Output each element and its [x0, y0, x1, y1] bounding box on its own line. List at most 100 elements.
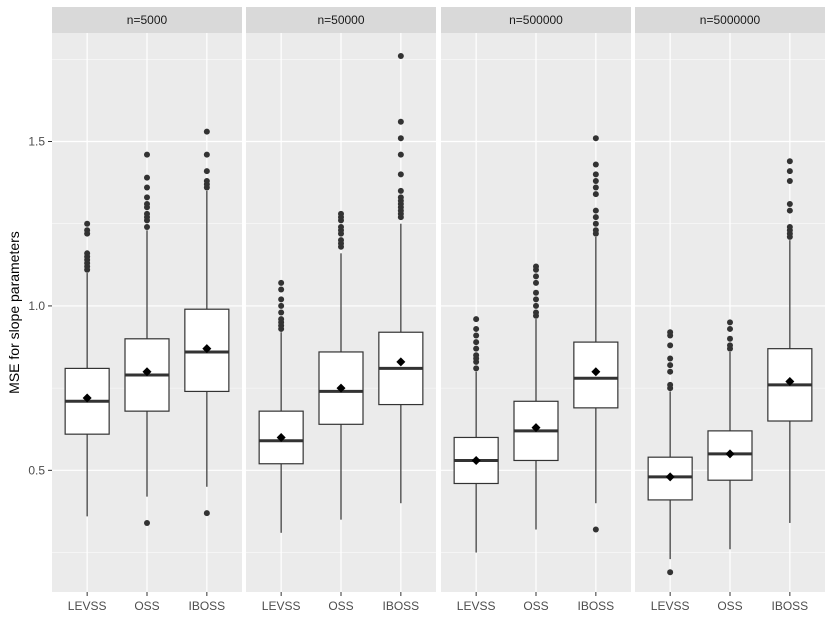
outlier-point: [667, 368, 674, 375]
facet-strip: [246, 7, 436, 33]
y-tick-label: 0.5: [28, 463, 45, 477]
outlier-point: [533, 279, 539, 286]
x-tick-label: LEVSS: [651, 599, 690, 613]
outlier-point: [144, 224, 150, 231]
mean-marker: [665, 472, 675, 482]
outlier-point: [786, 200, 793, 207]
box-oss: [513, 263, 559, 530]
outlier-point: [592, 161, 599, 168]
outlier-point: [84, 227, 91, 234]
facet-strip: [635, 7, 825, 33]
outlier-point: [397, 171, 404, 178]
outlier-point: [592, 220, 599, 227]
box-levss: [64, 220, 110, 517]
outlier-point: [473, 352, 480, 359]
outlier-point: [338, 210, 344, 217]
outlier-point: [727, 325, 733, 332]
facet-panel-2: n=50000 LEVSS OSS IBOSS: [246, 7, 436, 613]
outlier-point: [203, 151, 210, 158]
outlier-point: [592, 171, 599, 178]
mean-marker: [591, 367, 601, 377]
x-tick-label: LEVSS: [68, 599, 107, 613]
facet-strip-label: n=500000: [509, 13, 563, 27]
y-axis-title: MSE for slope parameters: [6, 231, 22, 394]
box-oss: [318, 210, 364, 520]
outlier-point: [533, 296, 539, 303]
outlier-point: [667, 381, 674, 388]
outlier-point: [786, 177, 793, 184]
outlier-point: [592, 177, 599, 184]
x-tick-label: OSS: [328, 599, 353, 613]
mean-marker: [785, 377, 795, 387]
outlier-point: [592, 214, 599, 221]
outlier-point: [592, 227, 599, 234]
box-oss: [124, 151, 170, 526]
facet-panel-3: n=500000 LEVSS OSS IBOSS: [441, 7, 631, 613]
x-tick-label: OSS: [523, 599, 548, 613]
mean-marker: [142, 367, 152, 377]
mean-marker: [531, 423, 541, 433]
outlier-point: [786, 158, 793, 165]
mean-marker: [202, 344, 212, 354]
outlier-point: [667, 569, 674, 576]
box-levss: [453, 316, 499, 553]
outlier-point: [533, 273, 539, 280]
outlier-point: [667, 362, 674, 369]
outlier-point: [203, 177, 210, 184]
outlier-point: [84, 250, 91, 257]
outlier-point: [592, 184, 599, 191]
x-tick-label: IBOSS: [578, 599, 615, 613]
outlier-point: [473, 345, 480, 352]
outlier-point: [203, 510, 210, 517]
x-tick-label: IBOSS: [772, 599, 809, 613]
outlier-point: [144, 174, 150, 181]
box-levss: [647, 329, 693, 576]
mean-marker: [276, 432, 286, 442]
facet-strip-label: n=5000000: [700, 13, 761, 27]
outlier-point: [727, 342, 733, 349]
outlier-point: [278, 296, 285, 303]
x-tick-label: OSS: [134, 599, 159, 613]
mean-marker: [471, 455, 481, 465]
outlier-point: [278, 279, 285, 286]
box-iboss: [767, 158, 813, 523]
outlier-point: [667, 355, 674, 362]
outlier-point: [533, 289, 539, 296]
facet-strip: [52, 7, 242, 33]
facet-panel-4: n=5000000 LEVSS OSS IBOSS: [635, 7, 825, 613]
outlier-point: [397, 135, 404, 142]
facet-panel-1: n=5000 LEVSS OSS IBOSS: [52, 7, 242, 613]
outlier-point: [473, 339, 480, 346]
x-tick-label: IBOSS: [383, 599, 420, 613]
outlier-point: [278, 316, 285, 323]
outlier-point: [473, 316, 480, 323]
outlier-point: [727, 335, 733, 342]
outlier-point: [592, 526, 599, 533]
y-tick-label: 1.5: [28, 135, 45, 149]
facet-strip-label: n=5000: [127, 13, 168, 27]
x-tick-label: LEVSS: [457, 599, 496, 613]
outlier-point: [144, 194, 150, 201]
box-levss: [258, 279, 304, 533]
outlier-point: [473, 325, 480, 332]
x-tick-label: LEVSS: [262, 599, 301, 613]
outlier-point: [144, 184, 150, 191]
facet-strip: [441, 7, 631, 33]
outlier-point: [533, 309, 539, 316]
outlier-point: [592, 207, 599, 214]
outlier-point: [278, 302, 285, 309]
outlier-point: [786, 168, 793, 175]
mean-marker: [82, 393, 92, 403]
box-iboss: [378, 53, 424, 504]
outlier-point: [397, 118, 404, 125]
outlier-point: [397, 194, 404, 201]
outlier-point: [727, 319, 733, 326]
outlier-point: [592, 191, 599, 198]
box-iboss: [184, 128, 230, 517]
outlier-point: [278, 309, 285, 316]
x-tick-label: OSS: [717, 599, 742, 613]
outlier-point: [473, 365, 480, 372]
outlier-point: [278, 286, 285, 293]
outlier-point: [786, 224, 793, 231]
